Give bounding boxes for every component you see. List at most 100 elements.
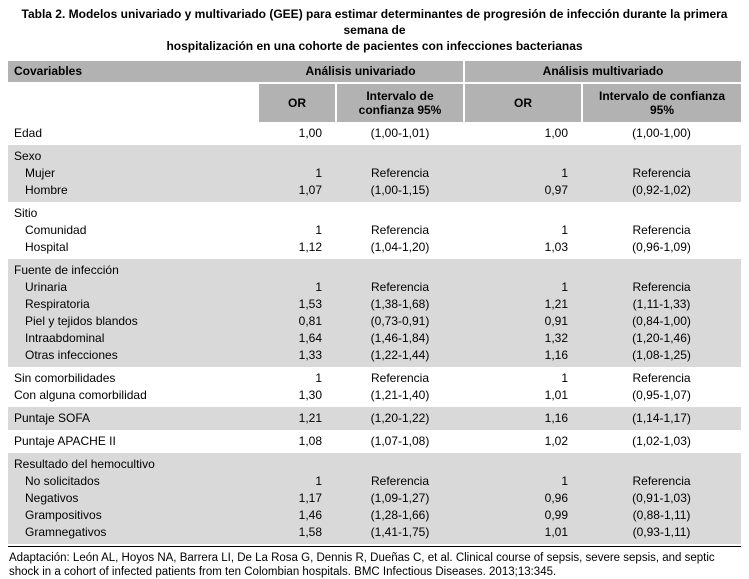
uni-or-value: 1 <box>315 371 322 385</box>
table-row: Respiratoria 1,53 (1,38-1,68) 1,21 (1,11-1,3… <box>8 296 742 313</box>
multi-or-value: 1,00 <box>544 126 569 140</box>
multi-ci-value: (1,08-1,25) <box>582 347 742 367</box>
table-body: Edad 1,00 (1,00-1,01) 1,00 (1,00-1,00) Sexo Mu… <box>8 122 742 544</box>
uni-ci-value: Referencia <box>336 165 465 182</box>
multi-ci-value: Referencia <box>582 279 742 296</box>
empty-cell <box>336 259 465 279</box>
covariables-header: Covariables <box>8 61 258 84</box>
table-row: Comunidad 1 Referencia 1 Referencia <box>8 222 741 239</box>
uni-or-value: 1,58 <box>258 524 336 544</box>
multi-ci-header: Intervalo de confianza 95% <box>581 83 742 122</box>
uni-or-value: 1,07 <box>258 182 336 202</box>
multi-ci-value: (1,00-1,00) <box>632 126 691 140</box>
empty-cell <box>336 145 465 165</box>
table-title-line2: hospitalización en una cohorte de pacien… <box>166 39 583 53</box>
table-title: Tabla 2. Modelos univariado y multivaria… <box>8 4 741 61</box>
row-label: Hospital <box>25 240 69 254</box>
multi-or-value: 1,21 <box>464 296 583 313</box>
table-row: Puntaje APACHE II 1,08 (1,07-1,08) 1,02 (1,0… <box>8 430 741 453</box>
univariate-analysis-header: Análisis univariado <box>258 61 465 84</box>
uni-ci-value: (1,00-1,15) <box>336 182 465 202</box>
table-row: Edad 1,00 (1,00-1,01) 1,00 (1,00-1,00) <box>8 122 741 145</box>
section-header-label: Fuente de infección <box>8 259 258 279</box>
table-row: No solicitados 1 Referencia 1 Referencia <box>8 473 742 490</box>
multi-ci-value: (0,88-1,11) <box>582 507 742 524</box>
blank-header-cell <box>8 83 258 122</box>
uni-or-value: 1 <box>258 279 336 296</box>
table-row: Piel y tejidos blandos 0,81 (0,73-0,91) 0,9… <box>8 313 742 330</box>
uni-or-value: 1 <box>258 165 336 182</box>
row-label: Otras infecciones <box>8 347 258 367</box>
multi-ci-value: (0,91-1,03) <box>582 490 742 507</box>
row-label: Puntaje APACHE II <box>14 434 116 448</box>
section-header-row: Sexo <box>8 145 742 165</box>
uni-ci-value: (1,28-1,66) <box>336 507 465 524</box>
uni-ci-value: Referencia <box>336 473 465 490</box>
table-row: Grampositivos 1,46 (1,28-1,66) 0,99 (0,88-1,… <box>8 507 742 524</box>
multi-ci-value: (1,20-1,46) <box>582 330 742 347</box>
multi-or-value: 0,99 <box>464 507 583 524</box>
uni-ci-value: (1,46-1,84) <box>336 330 465 347</box>
row-label: Piel y tejidos blandos <box>8 313 258 330</box>
multi-or-value: 0,91 <box>464 313 583 330</box>
multi-or-value: 1,03 <box>544 240 569 254</box>
row-label: Urinaria <box>8 279 258 296</box>
table-row: Intraabdominal 1,64 (1,46-1,84) 1,32 (1,20-1… <box>8 330 742 347</box>
multi-or-value: 1,16 <box>464 347 583 367</box>
multi-or-value: 1 <box>464 473 583 490</box>
uni-ci-value: (1,22-1,44) <box>336 347 465 367</box>
uni-or-value: 1,12 <box>298 240 322 254</box>
row-label: Gramnegativos <box>8 524 258 544</box>
empty-cell <box>464 202 582 222</box>
uni-ci-value: (1,20-1,22) <box>336 407 465 430</box>
uni-or-header: OR <box>257 83 336 122</box>
empty-cell <box>336 202 464 222</box>
table-title-line1: Tabla 2. Modelos univariado y multivaria… <box>21 7 728 37</box>
uni-or-value: 1,17 <box>258 490 336 507</box>
empty-cell <box>582 145 742 165</box>
multi-or-value: 1,32 <box>464 330 583 347</box>
uni-ci-value: (1,00-1,01) <box>370 126 430 140</box>
multi-or-header: OR <box>463 83 583 122</box>
section-header-row: Fuente de infección <box>8 259 742 279</box>
multi-or-value: 1 <box>464 165 583 182</box>
row-label: Respiratoria <box>8 296 258 313</box>
multi-or-value: 1 <box>561 371 569 385</box>
multi-ci-value: Referencia <box>632 371 691 385</box>
uni-or-value: 1,33 <box>258 347 336 367</box>
table-row: Otras infecciones 1,33 (1,22-1,44) 1,16 (1,0… <box>8 347 742 367</box>
table-row: Mujer 1 Referencia 1 Referencia <box>8 165 742 182</box>
row-label: Con alguna comorbilidad <box>14 388 147 402</box>
section-header-label: Resultado del hemocultivo <box>8 453 258 473</box>
header-group-row: Covariables Análisis univariado Análisis… <box>8 61 742 84</box>
section-header-label: Sitio <box>14 206 38 220</box>
multi-ci-value: (0,84-1,00) <box>582 313 742 330</box>
multi-ci-value: (1,11-1,33) <box>582 296 742 313</box>
uni-ci-value: Referencia <box>336 279 465 296</box>
row-label: Negativos <box>8 490 258 507</box>
uni-or-value: 1,08 <box>298 434 322 448</box>
uni-or-value: 1,46 <box>258 507 336 524</box>
empty-cell <box>336 453 465 473</box>
table-row: Puntaje SOFA 1,21 (1,20-1,22) 1,16 (1,14-1,1… <box>8 407 742 430</box>
table-row: Hospital 1,12 (1,04-1,20) 1,03 (0,96-1,09) <box>8 239 741 259</box>
table-row: Gramnegativos 1,58 (1,41-1,75) 1,01 (0,93-1,… <box>8 524 742 544</box>
uni-ci-value: (1,07-1,08) <box>370 434 430 448</box>
uni-ci-value: (1,09-1,27) <box>336 490 465 507</box>
multi-ci-value: (1,02-1,03) <box>632 434 691 448</box>
multi-or-value: 1 <box>561 223 569 237</box>
table-row: Negativos 1,17 (1,09-1,27) 0,96 (0,91-1,03) <box>8 490 742 507</box>
uni-ci-value: (1,38-1,68) <box>336 296 465 313</box>
section-header-row: Resultado del hemocultivo <box>8 453 742 473</box>
table-row: Urinaria 1 Referencia 1 Referencia <box>8 279 742 296</box>
multivariate-analysis-header: Análisis multivariado <box>463 61 742 84</box>
table-row: Hombre 1,07 (1,00-1,15) 0,97 (0,92-1,02) <box>8 182 742 202</box>
empty-cell <box>582 202 741 222</box>
empty-cell <box>582 259 742 279</box>
empty-cell <box>464 453 583 473</box>
table-head: Covariables Análisis univariado Análisis… <box>8 61 742 122</box>
multi-or-value: 1,16 <box>464 407 583 430</box>
uni-ci-value: Referencia <box>370 371 430 385</box>
multi-or-value: 1,02 <box>544 434 569 448</box>
